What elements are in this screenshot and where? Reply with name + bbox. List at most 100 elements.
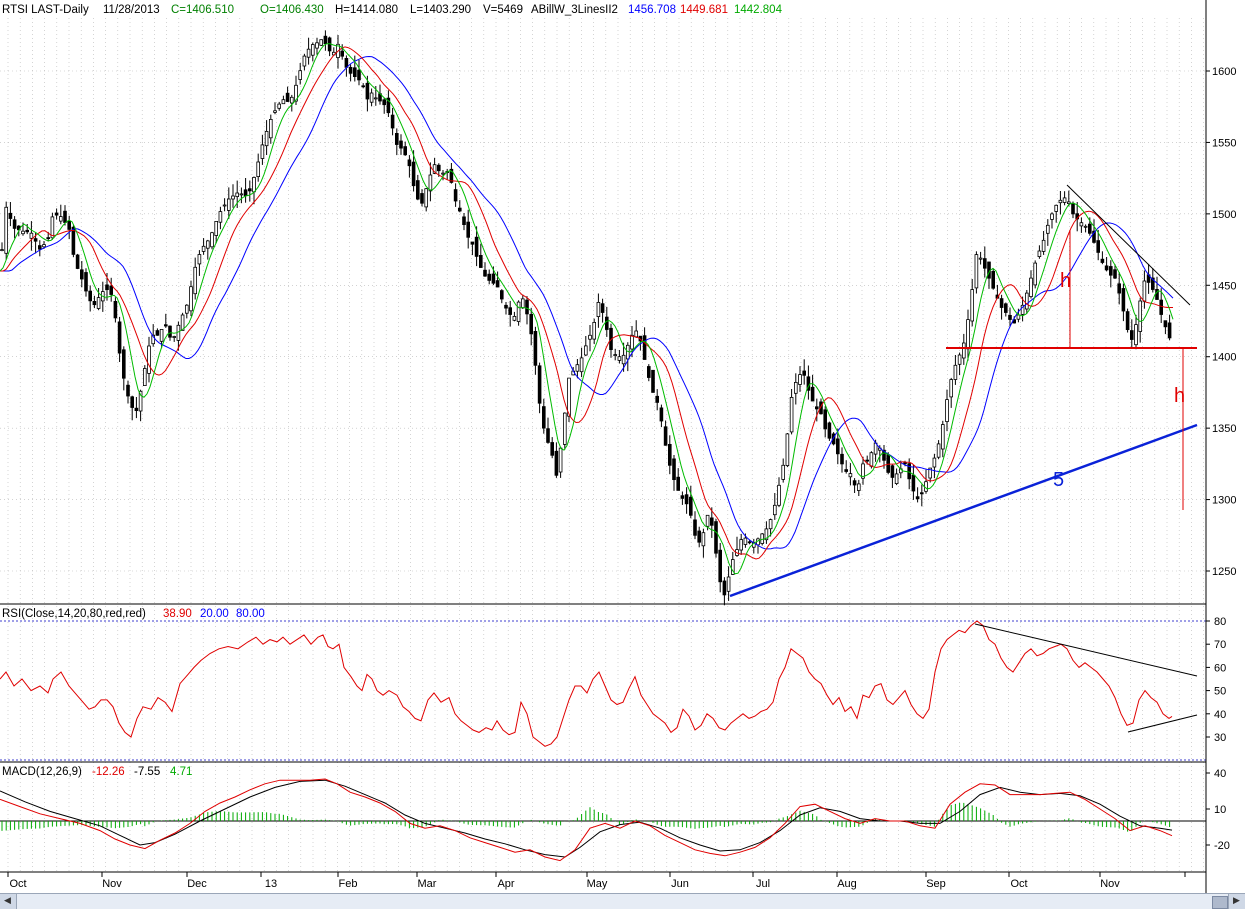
candle-body — [25, 229, 29, 233]
candle-body — [1125, 311, 1130, 331]
candle-body — [710, 517, 714, 526]
candle-body — [1113, 269, 1117, 279]
x-tick-label: Feb — [339, 878, 358, 890]
candle-body — [537, 365, 542, 404]
signal-line — [0, 779, 1173, 858]
candle-body — [310, 44, 315, 56]
horizontal-scrollbar[interactable]: ◀ ▶ — [0, 893, 1245, 909]
candle-body — [1029, 277, 1033, 298]
trendline-wave5 — [729, 423, 1198, 598]
candle-body — [172, 336, 177, 338]
candle-body — [1041, 239, 1046, 252]
candle-body — [647, 366, 651, 378]
candle-body — [147, 345, 151, 374]
candle-body — [844, 469, 848, 472]
candle-body — [1163, 320, 1168, 328]
rsi-tick-label: 70 — [1214, 639, 1226, 651]
candle-body — [130, 396, 135, 408]
candle-body — [478, 254, 483, 268]
candle-body — [936, 443, 941, 458]
candle-body — [470, 241, 475, 245]
candle-body — [550, 442, 554, 456]
macd-line — [0, 778, 1173, 862]
x-tick-label: Oct — [9, 878, 26, 890]
candle-body — [1037, 250, 1042, 257]
x-tick-label: Apr — [497, 878, 514, 890]
candle-body — [869, 452, 874, 467]
candle-body — [302, 55, 307, 67]
price-pane: h h 5 — [0, 30, 1198, 606]
candle-body — [54, 212, 59, 216]
candle-body — [495, 280, 500, 288]
candle-body — [1130, 330, 1134, 340]
candle-body — [340, 50, 344, 57]
candle-body — [857, 483, 861, 491]
scroll-thumb[interactable] — [1212, 896, 1228, 909]
x-tick-label: Sep — [926, 878, 946, 890]
candle-body — [546, 428, 550, 443]
candle-body — [369, 92, 374, 103]
candle-body — [315, 42, 319, 49]
candle-body — [949, 379, 953, 398]
rsi-value: 38.90 — [163, 608, 192, 620]
candle-body — [1100, 258, 1105, 263]
candle-body — [609, 327, 613, 350]
close-value: C=1406.510 — [171, 4, 234, 16]
candle-body — [966, 319, 970, 350]
candle-body — [122, 349, 126, 379]
candle-body — [117, 321, 122, 354]
price-tick-label: 1450 — [1212, 280, 1236, 292]
candle-body — [348, 67, 353, 74]
candle-body — [840, 453, 844, 465]
candle-body — [361, 85, 365, 88]
candle-body — [831, 433, 836, 445]
candle-body — [663, 426, 668, 446]
rsi-low-level: 20.00 — [200, 608, 229, 620]
candle-body — [777, 484, 781, 506]
candle-body — [533, 330, 538, 366]
candle-body — [168, 325, 172, 338]
candle-body — [861, 463, 865, 479]
candle-body — [294, 84, 298, 102]
candle-body — [151, 334, 156, 345]
candle-body — [21, 230, 25, 235]
symbol-label: RTSI LAST-Daily — [2, 4, 89, 16]
scroll-right-button[interactable]: ▶ — [1228, 894, 1245, 909]
candle-body — [1067, 201, 1071, 204]
candle-body — [235, 192, 240, 197]
candle-body — [907, 463, 911, 480]
chart-grid — [0, 18, 1206, 872]
scroll-left-button[interactable]: ◀ — [0, 894, 17, 909]
candle-body — [1121, 288, 1126, 312]
candle-body — [894, 473, 899, 484]
rsi-tick-label: 50 — [1214, 686, 1226, 698]
candle-body — [827, 422, 832, 439]
macd-tick-label: 40 — [1214, 768, 1226, 780]
candle-body — [882, 449, 886, 461]
candle-body — [420, 193, 424, 204]
candle-body — [617, 356, 622, 361]
candle-body — [672, 458, 676, 480]
candle-body — [390, 114, 395, 129]
candle-body — [1151, 277, 1155, 290]
candle-body — [277, 103, 281, 109]
x-tick-label: Jul — [756, 878, 770, 890]
candle-body — [319, 39, 323, 46]
candle-body — [634, 330, 638, 338]
indicator-blue-value: 1456.708 — [628, 4, 676, 16]
price-tick-label: 1500 — [1212, 209, 1236, 221]
x-tick-label: Nov — [1100, 878, 1120, 890]
x-tick-label: Dec — [187, 878, 207, 890]
macd-histogram — [1, 802, 1171, 832]
candle-body — [659, 407, 664, 422]
candle-body — [651, 369, 655, 393]
candle-body — [941, 424, 945, 450]
rsi-upper-trendline — [974, 623, 1198, 677]
candle-body — [462, 216, 466, 225]
candle-body — [1092, 230, 1096, 243]
candle-body — [773, 504, 777, 516]
candle-body — [138, 390, 143, 412]
open-value: O=1406.430 — [260, 4, 324, 16]
candle-body — [789, 396, 794, 433]
candle-body — [8, 212, 13, 219]
